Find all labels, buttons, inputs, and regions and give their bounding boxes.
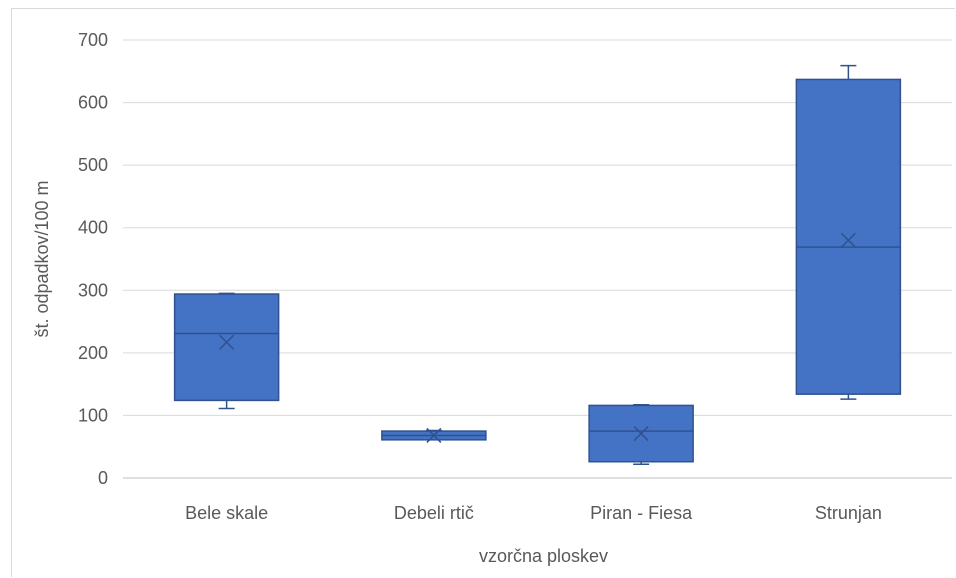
mean-marker [633, 426, 649, 442]
mean-marker [219, 334, 235, 350]
box-group [381, 427, 487, 443]
y-tick-label: 500 [78, 155, 108, 175]
y-tick-labels: 0 100 200 300 400 500 600 700 [78, 30, 108, 488]
y-tick-label: 400 [78, 218, 108, 238]
y-tick-label: 700 [78, 30, 108, 50]
x-tick-label: Bele skale [185, 503, 268, 523]
iqr-box [173, 293, 280, 402]
mean-marker [840, 232, 856, 248]
x-tick-labels: Bele skale Debeli rtič Piran - Fiesa Strunj… [185, 503, 882, 523]
y-tick-label: 600 [78, 93, 108, 113]
y-tick-label: 0 [98, 468, 108, 488]
mean-marker [426, 427, 442, 443]
x-tick-label: Debeli rtič [394, 503, 474, 523]
x-axis-title: vzorčna ploskev [479, 546, 608, 566]
box-series [173, 64, 902, 465]
box-group [588, 404, 694, 465]
x-tick-label: Piran - Fiesa [590, 503, 693, 523]
y-tick-label: 200 [78, 343, 108, 363]
iqr-box [795, 78, 902, 395]
y-tick-label: 300 [78, 280, 108, 300]
x-tick-label: Strunjan [815, 503, 882, 523]
y-axis-title: št. odpadkov/100 m [32, 180, 52, 337]
box-group [795, 64, 902, 400]
y-tick-label: 100 [78, 405, 108, 425]
box-group [173, 292, 280, 410]
